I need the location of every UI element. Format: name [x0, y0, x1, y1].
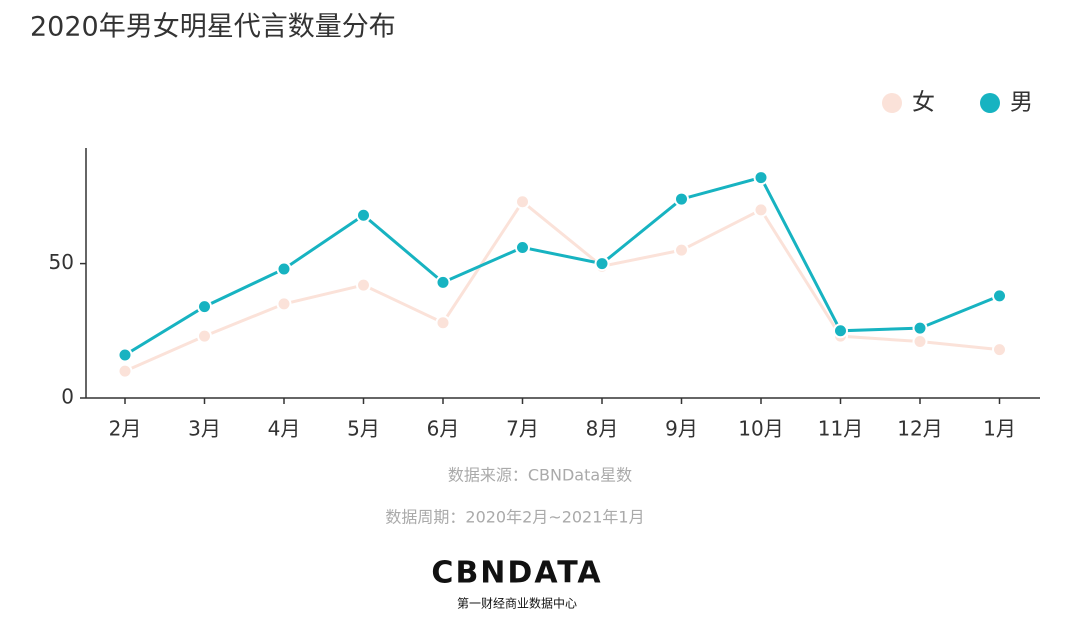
point: [515, 239, 530, 255]
x-tick-label: 4月: [268, 417, 301, 441]
x-tick-label: 6月: [427, 417, 460, 441]
series-line: [124, 175, 1001, 357]
x-tick-label: 10月: [738, 417, 783, 441]
legend-marker: [980, 93, 1000, 113]
x-tick-label: 12月: [897, 417, 942, 441]
point: [117, 363, 133, 379]
point: [356, 207, 371, 223]
point: [356, 277, 371, 293]
logo-name: CBNDATA: [431, 556, 602, 591]
period-note: 数据周期：2020年2月~2021年1月: [385, 508, 644, 527]
point: [674, 191, 689, 207]
x-tick-label: 1月: [983, 417, 1016, 441]
point: [992, 342, 1007, 358]
point: [753, 170, 769, 186]
legend-label: 女: [912, 90, 935, 116]
chart-title: 2020年男女明星代言数量分布: [30, 12, 396, 43]
legend-label: 男: [1010, 90, 1033, 116]
point: [992, 288, 1007, 304]
x-tick-label: 2月: [109, 417, 142, 441]
point: [674, 242, 689, 258]
x-tick-label: 9月: [665, 417, 698, 441]
x-tick-label: 7月: [506, 417, 539, 441]
point: [594, 256, 610, 272]
point: [912, 334, 928, 350]
legend-marker: [882, 93, 902, 113]
point: [117, 347, 133, 363]
series-line: [124, 199, 1000, 373]
point: [197, 299, 212, 315]
point: [435, 274, 451, 290]
x-tick-label: 5月: [347, 417, 380, 441]
point: [833, 323, 848, 339]
point: [912, 320, 928, 336]
x-tick-label: 3月: [188, 417, 221, 441]
point: [753, 202, 769, 218]
source-note: 数据来源：CBNData星数: [448, 466, 632, 485]
y-tick-label: 50: [49, 250, 74, 274]
point: [515, 194, 530, 210]
point: [276, 296, 292, 312]
x-tick-label: 11月: [818, 417, 863, 441]
point: [276, 261, 292, 277]
x-tick-label: 8月: [586, 417, 619, 441]
point: [435, 315, 451, 331]
logo-tagline: 第一财经商业数据中心: [457, 596, 577, 611]
point: [197, 328, 212, 344]
y-tick-label: 0: [61, 385, 74, 409]
